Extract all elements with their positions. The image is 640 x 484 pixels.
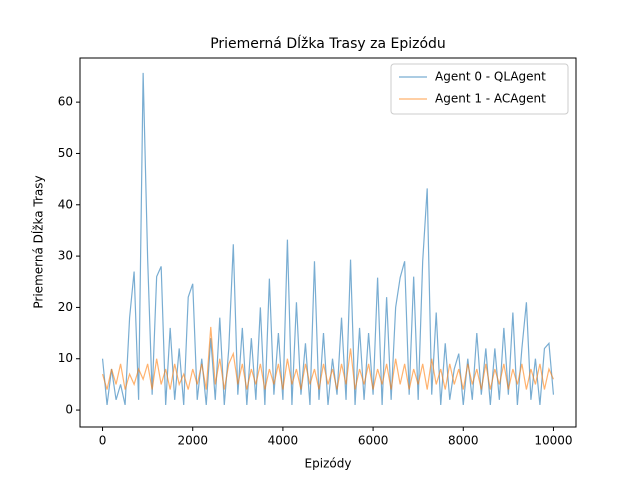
y-tick-label: 20 [58, 300, 73, 314]
y-tick-label: 60 [58, 95, 73, 109]
x-tick-label: 10000 [534, 434, 572, 448]
data-line [101, 326, 554, 390]
chart-title: Priemerná Dĺžka Trasy za Epizódu [210, 34, 446, 52]
x-tick-label: 0 [99, 434, 107, 448]
x-tick-label: 4000 [268, 434, 299, 448]
y-tick-label: 30 [58, 249, 73, 263]
plot-frame [79, 57, 577, 428]
y-axis-label: Priemerná Dĺžka Trasy [31, 175, 46, 308]
legend-label: Agent 1 - ACAgent [435, 92, 546, 106]
y-tick-label: 40 [58, 197, 73, 211]
legend-label: Agent 0 - QLAgent [435, 70, 546, 84]
y-tick-label: 0 [65, 403, 73, 417]
x-tick-label: 2000 [177, 434, 208, 448]
x-tick-label: 8000 [448, 434, 479, 448]
x-tick-label: 6000 [358, 434, 389, 448]
y-tick-label: 50 [58, 146, 73, 160]
data-line [101, 72, 555, 406]
legend-box [390, 63, 569, 115]
x-axis-label: Epizódy [305, 457, 352, 471]
y-tick-label: 10 [58, 351, 73, 365]
